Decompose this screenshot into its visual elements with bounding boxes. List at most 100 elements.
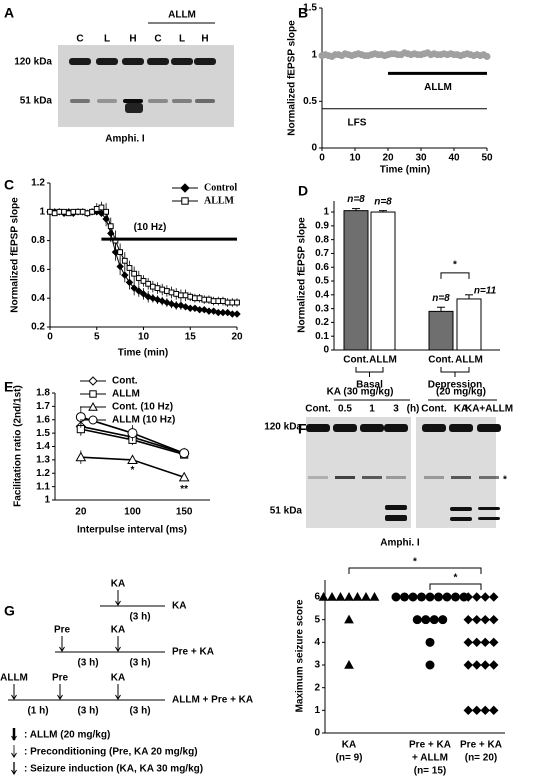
sig-label: *: [454, 573, 458, 584]
y-tick-label: 0.2: [31, 322, 45, 333]
y-tick-label: 0: [314, 728, 320, 739]
x-tick-label: 50: [481, 153, 493, 164]
marker: [327, 591, 337, 601]
marker: [361, 591, 371, 601]
marker: [489, 705, 499, 716]
marker: [472, 705, 482, 716]
x-tick-label: 20: [75, 507, 87, 518]
arrow-head: [11, 735, 17, 741]
lane-label: H: [201, 34, 208, 45]
y-tick-label: 1: [311, 49, 317, 60]
x-tick-label: Cont.: [428, 355, 454, 366]
band: [96, 58, 118, 65]
marker: [210, 298, 217, 304]
blot-caption: Amphi. I: [380, 538, 420, 549]
lane-label: C: [154, 34, 161, 45]
y-tick-label: 0.6: [315, 262, 329, 273]
marker: [103, 208, 109, 215]
legend-label: ALLM: [204, 195, 235, 206]
group-label: ALLM: [168, 10, 196, 21]
arrow-head: [115, 600, 121, 606]
marker: [127, 454, 138, 464]
y-tick-label: 1: [39, 206, 45, 217]
marker-label: 51 kDa: [20, 96, 53, 107]
y-tick-label: 3: [314, 660, 320, 671]
marker: [107, 223, 114, 230]
sig-bracket: [348, 567, 482, 574]
marker: [88, 376, 98, 386]
arrow-head: [59, 646, 65, 652]
lane-label: 1: [369, 404, 375, 415]
sig-bracket: [429, 583, 482, 590]
bar: [456, 298, 482, 351]
marker: [75, 412, 86, 423]
marker: [429, 615, 439, 625]
marker: [425, 637, 435, 647]
marker: [181, 197, 189, 205]
marker-label: 51 kDa: [270, 506, 303, 517]
lane-label: KA: [454, 404, 468, 415]
sig-bracket: [440, 272, 470, 279]
marker: [98, 204, 105, 211]
y-tick-label: 0.4: [315, 289, 329, 300]
marker: [201, 296, 208, 303]
marker: [451, 592, 460, 602]
lane-label: H: [129, 34, 136, 45]
band: [70, 99, 90, 103]
y-tick-label: 1.8: [36, 388, 50, 399]
band: [424, 476, 444, 479]
band: [477, 424, 501, 432]
y-tick-label: 1.6: [36, 414, 50, 425]
marker: [149, 283, 156, 290]
marker: [173, 290, 180, 297]
marker: [93, 206, 100, 212]
y-tick-label: 0.1: [315, 331, 329, 342]
duration-label: (3 h): [77, 706, 98, 717]
band: [194, 58, 216, 65]
lane-label: KA+ALLM: [465, 404, 513, 415]
legend-text: : Seizure induction (KA, KA 30 mg/kg): [24, 764, 203, 775]
marker: [192, 295, 198, 302]
marker: [196, 295, 203, 302]
x-tick-label: 5: [94, 332, 100, 343]
duration-label: (3 h): [129, 706, 150, 717]
y-tick-label: 1.2: [31, 178, 45, 189]
band: [478, 517, 500, 520]
marker: [139, 290, 148, 298]
marker: [463, 705, 473, 716]
n-label: n=8: [347, 194, 365, 205]
duration-label: (3 h): [129, 612, 150, 623]
event-label: KA: [111, 673, 125, 684]
band: [422, 424, 446, 432]
marker: [472, 660, 482, 670]
marker: [131, 270, 138, 277]
duration-label: (1 h): [27, 706, 48, 717]
duration-label: (3 h): [129, 658, 150, 669]
y-tick-label: 1.1: [36, 481, 50, 492]
marker: [206, 296, 212, 303]
y-tick-label: 0: [311, 143, 317, 154]
marker: [425, 660, 435, 670]
band: [172, 99, 192, 103]
marker: [79, 208, 86, 215]
x-tick-label: (n= 15): [414, 766, 447, 777]
y-tick-label: 1.4: [36, 441, 50, 452]
panel-label: B: [298, 5, 308, 21]
y-tick-label: 2: [314, 682, 320, 693]
marker: [215, 298, 222, 304]
band: [360, 424, 384, 432]
group-bracket: [355, 367, 384, 377]
marker: [344, 614, 354, 624]
arrow-head: [11, 694, 17, 700]
marker: [140, 278, 147, 284]
marker: [65, 210, 72, 217]
y-tick-label: 0.8: [31, 235, 45, 246]
marker: [483, 53, 491, 61]
marker: [168, 289, 175, 296]
marker: [480, 660, 490, 670]
marker: [438, 615, 448, 625]
x-tick-label: 0: [319, 153, 325, 164]
marker: [121, 271, 129, 279]
marker: [178, 471, 190, 482]
band: [123, 99, 143, 103]
